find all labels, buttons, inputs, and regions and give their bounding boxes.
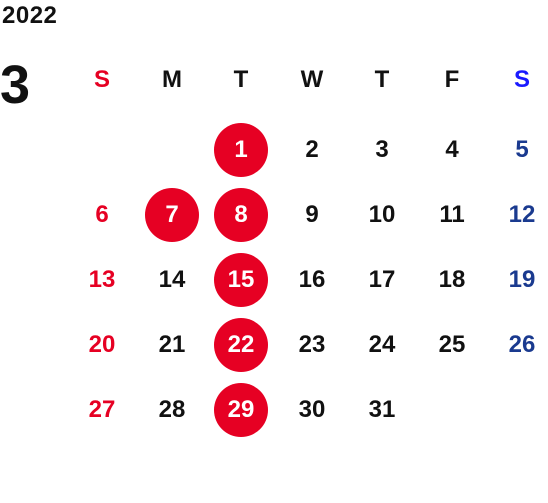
day-11[interactable]: 11 xyxy=(439,201,465,228)
day-20[interactable]: 20 xyxy=(88,331,116,358)
day-7[interactable]: 7 xyxy=(145,188,199,242)
day-8[interactable]: 8 xyxy=(214,188,268,242)
day-12[interactable]: 12 xyxy=(508,201,536,228)
day-13[interactable]: 13 xyxy=(88,266,116,293)
day-21[interactable]: 21 xyxy=(158,331,186,358)
day-19[interactable]: 19 xyxy=(508,266,536,293)
day-3[interactable]: 3 xyxy=(375,136,389,163)
day-6[interactable]: 6 xyxy=(95,201,109,228)
weekday-sun: S xyxy=(93,66,110,93)
day-4[interactable]: 4 xyxy=(445,136,459,163)
day-29[interactable]: 29 xyxy=(214,383,268,437)
day-28[interactable]: 28 xyxy=(158,396,186,423)
day-16[interactable]: 16 xyxy=(298,266,326,293)
day-25[interactable]: 25 xyxy=(438,331,466,358)
day-15[interactable]: 15 xyxy=(214,253,268,307)
day-2[interactable]: 2 xyxy=(305,136,319,163)
weekday-fri: F xyxy=(444,66,460,93)
day-24[interactable]: 24 xyxy=(368,331,396,358)
day-17[interactable]: 17 xyxy=(368,266,396,293)
weekday-mon: M xyxy=(162,66,182,93)
day-23[interactable]: 23 xyxy=(298,331,326,358)
month-label: 3 xyxy=(0,55,31,115)
day-27[interactable]: 27 xyxy=(88,396,116,423)
day-14[interactable]: 14 xyxy=(158,266,186,293)
day-22[interactable]: 22 xyxy=(214,318,268,372)
day-5[interactable]: 5 xyxy=(515,136,529,163)
day-9[interactable]: 9 xyxy=(305,201,319,228)
day-10[interactable]: 10 xyxy=(368,201,396,228)
day-18[interactable]: 18 xyxy=(438,266,466,293)
day-31[interactable]: 31 xyxy=(368,396,396,423)
day-30[interactable]: 30 xyxy=(298,396,326,423)
day-26[interactable]: 26 xyxy=(508,331,536,358)
year-label: 2022 xyxy=(2,2,58,29)
weekday-sat: S xyxy=(513,66,530,93)
weekday-thu: T xyxy=(374,66,390,93)
weekday-tue: T xyxy=(233,66,249,93)
weekday-wed: W xyxy=(300,66,324,93)
day-1[interactable]: 1 xyxy=(214,123,268,177)
